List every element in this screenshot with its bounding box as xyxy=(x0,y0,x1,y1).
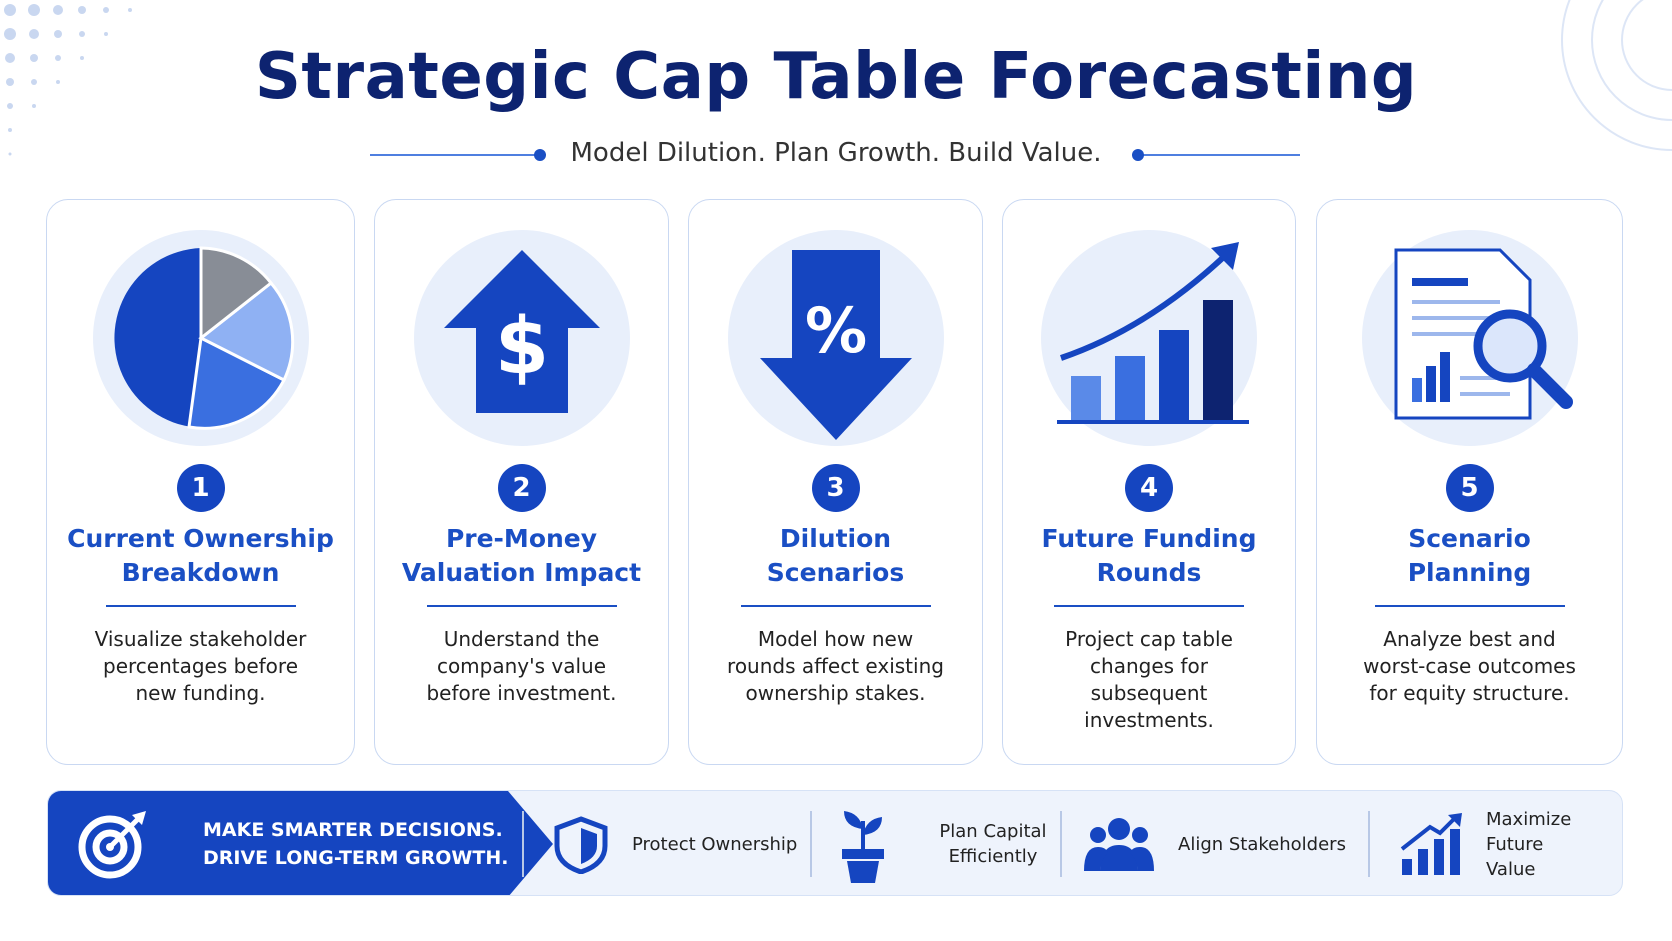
pie-icon xyxy=(92,230,309,446)
card: 1 Current Ownership Breakdown Visualize s… xyxy=(46,199,355,765)
card-description: Visualize stakeholder percentages before… xyxy=(94,627,307,705)
shield-icon xyxy=(554,816,608,874)
card-title: Dilution Scenarios xyxy=(689,522,982,590)
footer-bar: MAKE SMARTER DECISIONS. DRIVE LONG-TERM G… xyxy=(47,790,1623,896)
text-line: Future Funding xyxy=(1041,524,1257,553)
svg-text:$: $ xyxy=(494,302,548,392)
step-number: 3 xyxy=(811,464,860,512)
text-line: Scenario xyxy=(1408,524,1531,553)
planning-icon xyxy=(1361,230,1578,446)
subtitle-lines xyxy=(370,149,1300,161)
target-icon xyxy=(78,811,146,879)
text-line: Rounds xyxy=(1096,558,1202,587)
footer-item: Align Stakeholders xyxy=(1178,833,1346,855)
footer-item: Plan Capital Efficiently xyxy=(939,821,1047,867)
text-line: MAKE SMARTER DECISIONS. xyxy=(203,819,503,841)
separator xyxy=(1368,811,1370,877)
step-number: 1 xyxy=(176,464,225,512)
card-title: Scenario Planning xyxy=(1317,522,1622,590)
subtitle: Model Dilution. Plan Growth. Build Value… xyxy=(570,138,1102,168)
card: $ 2 Pre-Money Valuation Impact Understand… xyxy=(374,199,669,765)
text-line: Scenarios xyxy=(766,558,905,587)
text-line: Breakdown xyxy=(121,558,280,587)
dilution-icon: % xyxy=(727,230,944,446)
card: 5 Scenario Planning Analyze best and wors… xyxy=(1316,199,1623,765)
step-number: 5 xyxy=(1445,464,1494,512)
footer-highlight xyxy=(48,791,553,895)
footer-tagline: MAKE SMARTER DECISIONS. DRIVE LONG-TERM G… xyxy=(203,816,508,872)
footer-item: Maximize Future Value xyxy=(1486,808,1572,880)
text-line: Pre-Money xyxy=(445,524,598,553)
growth-icon xyxy=(1041,230,1257,446)
svg-text:%: % xyxy=(804,294,866,367)
plant-icon xyxy=(842,811,884,883)
separator xyxy=(810,811,812,877)
card-title: Current Ownership Breakdown xyxy=(47,522,354,590)
separator xyxy=(1060,811,1062,877)
card: 4 Future Funding Rounds Project cap table… xyxy=(1002,199,1296,765)
divider xyxy=(105,605,296,607)
step-number: 4 xyxy=(1125,464,1173,512)
card-description: Understand the company's value before in… xyxy=(426,627,617,705)
dot-pattern xyxy=(4,4,132,156)
card-description: Analyze best and worst-case outcomes for… xyxy=(1363,627,1576,705)
card-title: Pre-Money Valuation Impact xyxy=(375,522,668,590)
card-description: Project cap table changes for subsequent… xyxy=(1065,627,1233,732)
card-title: Future Funding Rounds xyxy=(1003,522,1295,590)
text-line: Current Ownership xyxy=(67,524,334,553)
text-line: Dilution xyxy=(779,524,892,553)
step-number: 2 xyxy=(497,464,546,512)
valuation-icon: $ xyxy=(413,230,630,446)
card-description: Model how new rounds affect existing own… xyxy=(727,627,944,705)
divider xyxy=(1054,605,1244,607)
divider xyxy=(1374,605,1565,607)
title: Strategic Cap Table Forecasting xyxy=(254,40,1418,114)
arc-decoration xyxy=(1561,0,1672,151)
card: % 3 Dilution Scenarios Model how new roun… xyxy=(688,199,983,765)
growth-small-icon xyxy=(1400,813,1462,875)
text-line: Planning xyxy=(1407,558,1532,587)
divider xyxy=(740,605,931,607)
text-line: DRIVE LONG-TERM GROWTH. xyxy=(203,847,509,869)
footer-item: Protect Ownership xyxy=(632,833,798,855)
people-icon xyxy=(1084,818,1154,871)
text-line: Valuation Impact xyxy=(401,558,642,587)
divider xyxy=(426,605,617,607)
separator xyxy=(522,811,524,877)
